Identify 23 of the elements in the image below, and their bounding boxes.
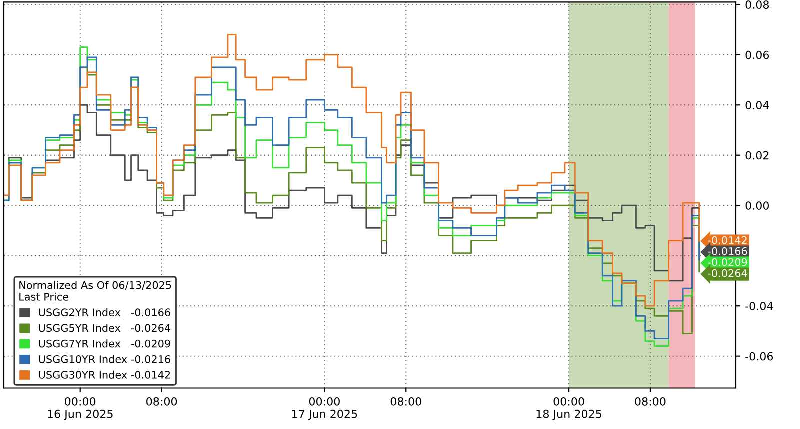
y-tick-label: 0.02	[746, 151, 769, 160]
x-tick-label: 00:00 17 Jun 2025	[292, 397, 358, 420]
x-tick-label: 00:00 16 Jun 2025	[48, 397, 113, 420]
y-tick-label: 0.08	[746, 0, 770, 10]
y-tick-label: 0.00	[746, 202, 770, 210]
data-label: -0.0209	[708, 258, 748, 266]
legend-label: USGG5YR Index -0.0264	[39, 324, 170, 332]
x-tick-label: 08:00	[390, 397, 422, 406]
legend-label: USGG10YR Index -0.0216	[39, 355, 170, 364]
y-tick-label: 0.04	[746, 101, 770, 110]
x-tick-label: 00:00 18 Jun 2025	[536, 397, 602, 420]
legend-label: USGG2YR Index -0.0166	[39, 308, 170, 317]
y-tick-label: -0.04	[746, 302, 774, 310]
y-tick-label: -0.06	[746, 352, 774, 361]
legend-label: USGG7YR Index -0.0209	[39, 340, 170, 348]
data-label: -0.0264	[708, 269, 748, 278]
x-tick-label: 08:00	[146, 397, 178, 406]
y-tick-label: 0.06	[746, 50, 770, 60]
data-label: -0.0142	[708, 236, 747, 244]
legend-title: Normalized As Of 06/13/2025 Last Price	[20, 281, 172, 301]
x-tick-label: 08:00	[635, 397, 666, 406]
data-label: -0.0166	[708, 247, 748, 256]
legend-label: USGG30YR Index -0.0142	[39, 370, 170, 379]
